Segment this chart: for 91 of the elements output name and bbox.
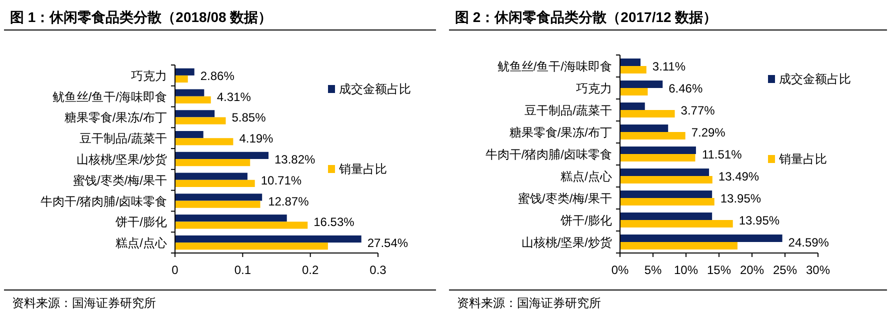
data-label: 11.51%	[702, 148, 742, 162]
legend-label: 成交金额占比	[779, 72, 851, 86]
bar	[175, 172, 248, 180]
bar	[175, 110, 215, 118]
bar	[175, 200, 260, 208]
bar	[620, 198, 714, 206]
y-tick-label: 巧克力	[131, 68, 167, 83]
data-label: 10.71%	[260, 173, 302, 188]
x-tick-label: 15%	[706, 263, 732, 277]
bar	[620, 220, 733, 228]
data-label: 2.86%	[200, 68, 235, 83]
text: 资料来源：国海证券研究所	[457, 296, 601, 310]
data-label: 3.11%	[652, 60, 686, 74]
data-label: 13.49%	[718, 170, 760, 184]
y-tick-label: 鱿鱼丝/鱼干/海味即食	[52, 90, 167, 104]
y-tick-label: 巧克力	[576, 82, 612, 96]
bar	[620, 58, 641, 66]
bar	[620, 110, 675, 118]
bar	[175, 117, 226, 124]
y-tick-label: 蜜饯/枣类/梅/果干	[518, 192, 612, 206]
y-tick-label: 牛肉干/猪肉脯/卤味零食	[485, 148, 612, 162]
bar	[175, 96, 211, 104]
x-tick-label: 20%	[740, 263, 764, 277]
bar	[620, 80, 663, 88]
data-label: 6.46%	[668, 82, 703, 96]
chart-title: 图 2：休闲零食品类分散（2017/12 数据）	[455, 9, 718, 25]
data-label: 3.77%	[680, 104, 716, 118]
data-label: 4.31%	[216, 90, 252, 104]
x-tick-label: 25%	[772, 263, 798, 277]
data-label: 5.85%	[232, 110, 266, 125]
data-label: 27.54%	[367, 236, 408, 250]
x-tick-label: 10%	[674, 263, 698, 277]
legend-label: 销量占比	[338, 162, 387, 176]
text: 资料来源：国海证券研究所	[12, 296, 156, 310]
y-tick-label: 牛肉干/猪肉脯/卤味零食	[40, 194, 167, 208]
x-tick-label: 0	[172, 263, 179, 277]
legend-label: 销量占比	[778, 152, 827, 166]
data-label: 13.82%	[274, 152, 316, 166]
data-label: 4.19%	[239, 132, 274, 146]
x-tick-label: 0%	[611, 263, 629, 277]
bar	[175, 242, 328, 250]
bar	[620, 212, 712, 220]
x-tick-label: 0.2	[302, 263, 319, 277]
data-label: 7.29%	[691, 126, 726, 140]
data-label: 12.87%	[268, 194, 310, 208]
bar	[175, 194, 262, 201]
bar	[620, 234, 782, 242]
bar	[175, 131, 204, 138]
bar	[620, 154, 696, 162]
bar	[175, 222, 308, 229]
y-tick-label: 鱿鱼丝/鱼干/海味即食	[497, 60, 612, 74]
bar	[620, 102, 645, 110]
y-tick-label: 饼干/膨化	[114, 215, 167, 230]
bar	[620, 242, 738, 250]
bar	[620, 132, 686, 140]
bar	[620, 190, 712, 198]
bar	[175, 159, 250, 166]
y-tick-label: 糖果零食/果冻/布丁	[509, 126, 612, 140]
bar	[175, 152, 269, 159]
y-tick-label: 糕点/点心	[116, 236, 167, 250]
x-tick-label: 5%	[644, 263, 662, 277]
bar	[175, 75, 188, 83]
bar	[620, 66, 646, 74]
bar	[620, 168, 710, 176]
data-label: 13.95%	[720, 192, 762, 206]
y-tick-label: 豆干制品/蔬菜干	[524, 104, 612, 118]
y-tick-label: 糕点/点心	[560, 170, 612, 184]
bar	[620, 176, 712, 184]
legend-label: 成交金额占比	[339, 82, 411, 96]
chart-title: 图 1：休闲零食品类分散（2018/08 数据）	[10, 9, 272, 25]
y-tick-label: 豆干制品/蔬菜干	[80, 132, 167, 146]
data-label: 16.53%	[314, 215, 355, 230]
bar	[175, 235, 362, 243]
y-tick-label: 糖果零食/果冻/布丁	[64, 110, 167, 125]
data-label: 24.59%	[788, 236, 830, 250]
bar	[175, 68, 194, 76]
bar	[175, 138, 234, 146]
data-label: 13.95%	[738, 214, 780, 228]
y-tick-label: 蜜饯/枣类/梅/果干	[72, 173, 167, 188]
bar	[175, 214, 287, 222]
x-tick-label: 30%	[806, 263, 830, 277]
bar	[620, 124, 668, 132]
y-tick-label: 山核桃/坚果/炒货	[76, 152, 167, 166]
x-tick-label: 0.1	[234, 263, 252, 277]
x-tick-label: 0.3	[370, 263, 387, 277]
bar	[620, 146, 696, 154]
bar	[620, 88, 648, 96]
y-tick-label: 饼干/膨化	[560, 214, 612, 228]
bar	[175, 180, 255, 187]
y-tick-label: 山核桃/坚果/炒货	[521, 236, 612, 250]
bar	[175, 89, 204, 96]
